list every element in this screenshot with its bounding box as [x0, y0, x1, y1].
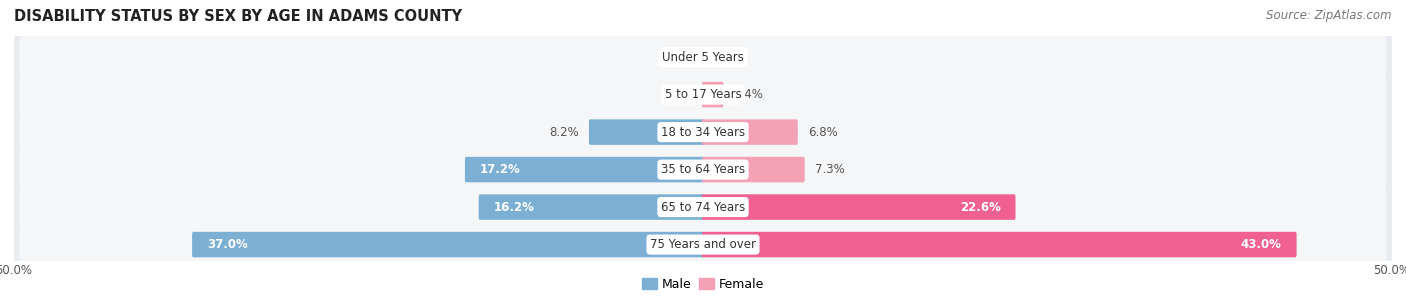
FancyBboxPatch shape — [20, 186, 1386, 228]
FancyBboxPatch shape — [702, 157, 804, 182]
FancyBboxPatch shape — [20, 111, 1386, 154]
FancyBboxPatch shape — [20, 73, 1386, 116]
FancyBboxPatch shape — [465, 157, 704, 182]
Text: 1.4%: 1.4% — [734, 88, 763, 101]
Text: 18 to 34 Years: 18 to 34 Years — [661, 126, 745, 139]
Text: 0.0%: 0.0% — [714, 50, 744, 64]
Text: 8.2%: 8.2% — [550, 126, 579, 139]
FancyBboxPatch shape — [702, 119, 797, 145]
Text: 0.0%: 0.0% — [662, 88, 692, 101]
FancyBboxPatch shape — [478, 194, 704, 220]
FancyBboxPatch shape — [14, 105, 1392, 159]
Text: 7.3%: 7.3% — [814, 163, 845, 176]
Legend: Male, Female: Male, Female — [637, 273, 769, 296]
FancyBboxPatch shape — [14, 218, 1392, 271]
Text: 22.6%: 22.6% — [960, 201, 1001, 214]
Text: DISABILITY STATUS BY SEX BY AGE IN ADAMS COUNTY: DISABILITY STATUS BY SEX BY AGE IN ADAMS… — [14, 9, 463, 24]
FancyBboxPatch shape — [702, 82, 724, 107]
Text: 43.0%: 43.0% — [1241, 238, 1282, 251]
Text: 5 to 17 Years: 5 to 17 Years — [665, 88, 741, 101]
Text: 6.8%: 6.8% — [807, 126, 838, 139]
FancyBboxPatch shape — [14, 143, 1392, 196]
Text: 35 to 64 Years: 35 to 64 Years — [661, 163, 745, 176]
FancyBboxPatch shape — [589, 119, 704, 145]
FancyBboxPatch shape — [193, 232, 704, 257]
Text: 65 to 74 Years: 65 to 74 Years — [661, 201, 745, 214]
FancyBboxPatch shape — [14, 181, 1392, 234]
Text: 16.2%: 16.2% — [494, 201, 534, 214]
FancyBboxPatch shape — [20, 148, 1386, 191]
FancyBboxPatch shape — [14, 68, 1392, 121]
Text: 0.0%: 0.0% — [662, 50, 692, 64]
Text: Source: ZipAtlas.com: Source: ZipAtlas.com — [1267, 9, 1392, 22]
Text: 37.0%: 37.0% — [207, 238, 247, 251]
FancyBboxPatch shape — [20, 223, 1386, 266]
FancyBboxPatch shape — [702, 194, 1015, 220]
Text: 17.2%: 17.2% — [479, 163, 520, 176]
Text: 75 Years and over: 75 Years and over — [650, 238, 756, 251]
FancyBboxPatch shape — [20, 36, 1386, 78]
FancyBboxPatch shape — [702, 232, 1296, 257]
Text: Under 5 Years: Under 5 Years — [662, 50, 744, 64]
FancyBboxPatch shape — [14, 30, 1392, 84]
